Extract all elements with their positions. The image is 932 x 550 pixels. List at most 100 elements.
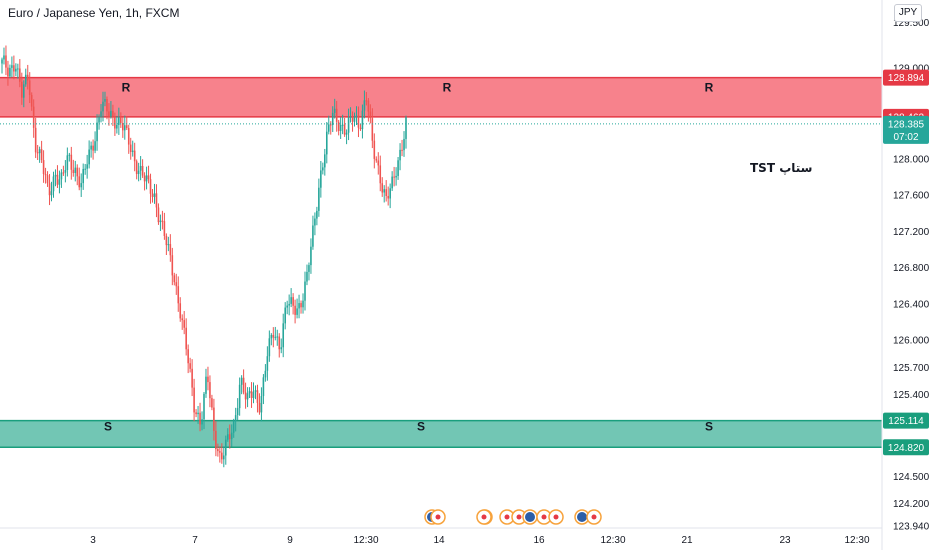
candle-up bbox=[58, 179, 61, 185]
support-label: S bbox=[705, 420, 713, 434]
candle-up bbox=[159, 220, 162, 223]
candle-up bbox=[264, 370, 267, 378]
candle-down bbox=[185, 327, 187, 350]
candle-up bbox=[54, 174, 57, 177]
candle-down bbox=[30, 94, 33, 107]
candle-down bbox=[215, 430, 217, 450]
price-tick-label: 125.400 bbox=[893, 390, 930, 401]
candle-down bbox=[401, 149, 403, 151]
event-icon[interactable] bbox=[548, 509, 564, 525]
event-icon[interactable] bbox=[476, 509, 492, 525]
price-tick-label: 126.400 bbox=[893, 299, 930, 310]
candle-down bbox=[32, 106, 35, 128]
chart-title: Euro / Japanese Yen, 1h, FXCM bbox=[8, 6, 180, 20]
candle-up bbox=[246, 393, 249, 400]
time-tick-label: 23 bbox=[779, 535, 791, 546]
event-icon[interactable] bbox=[574, 509, 590, 525]
event-dot-icon bbox=[504, 514, 510, 520]
candle-down bbox=[163, 221, 166, 236]
resistance-zone bbox=[0, 77, 882, 117]
candle-up bbox=[110, 110, 112, 117]
candle-down bbox=[28, 80, 31, 95]
price-axis: 129.500 129.000 128.000 127.600 127.200 126.8… bbox=[893, 18, 930, 532]
last-price-label: 128.385 bbox=[888, 119, 925, 130]
candle-up bbox=[395, 175, 397, 178]
overlay-layer: ستاپ TST bbox=[0, 123, 882, 175]
zones-layer: R R R S S S bbox=[0, 76, 882, 449]
candle-up bbox=[234, 415, 237, 422]
candle-down bbox=[173, 275, 176, 283]
candle-up bbox=[100, 111, 102, 117]
candle-down bbox=[357, 115, 360, 128]
time-tick-label: 7 bbox=[192, 535, 198, 546]
candle-down bbox=[7, 67, 9, 77]
currency-button[interactable]: JPY bbox=[894, 4, 922, 22]
candle-up bbox=[131, 150, 134, 152]
candle-up bbox=[86, 164, 88, 169]
price-axis-panel[interactable] bbox=[882, 0, 932, 550]
candle-up bbox=[355, 115, 358, 118]
candle-up bbox=[254, 390, 257, 392]
time-tick-label: 9 bbox=[287, 535, 293, 546]
candle-down bbox=[375, 158, 378, 161]
candle-up bbox=[98, 116, 100, 123]
candle-down bbox=[13, 65, 15, 72]
event-icon[interactable] bbox=[430, 509, 446, 525]
candle-down bbox=[72, 169, 75, 174]
candle-up bbox=[280, 347, 283, 350]
candle-down bbox=[19, 68, 21, 82]
price-tick-label: 124.200 bbox=[893, 499, 930, 510]
candle-up bbox=[82, 168, 84, 184]
event-icon[interactable] bbox=[499, 509, 515, 525]
candle-up bbox=[302, 300, 304, 308]
candle-down bbox=[335, 108, 338, 122]
price-tick-label: 124.500 bbox=[893, 472, 930, 483]
event-dot-icon bbox=[435, 514, 441, 520]
event-icon[interactable] bbox=[586, 509, 602, 525]
candle-down bbox=[207, 376, 209, 383]
candle-up bbox=[66, 155, 69, 170]
candle-down bbox=[300, 303, 302, 308]
bar-countdown-label: 07:02 bbox=[893, 132, 918, 143]
candle-down bbox=[92, 145, 94, 151]
candle-up bbox=[397, 160, 399, 176]
candle-down bbox=[199, 412, 201, 425]
candle-down bbox=[179, 303, 182, 319]
candle-down bbox=[381, 183, 384, 193]
candle-down bbox=[62, 172, 65, 174]
candle-down bbox=[337, 121, 340, 132]
candle-up bbox=[347, 117, 350, 133]
support-label: S bbox=[417, 420, 425, 434]
candle-down bbox=[127, 128, 130, 145]
candle-down bbox=[175, 282, 178, 287]
candle-up bbox=[240, 377, 243, 385]
candle-down bbox=[371, 118, 374, 141]
candle-up bbox=[11, 65, 13, 68]
candle-down bbox=[122, 123, 124, 131]
candle-up bbox=[284, 307, 286, 324]
last-price-badge bbox=[883, 115, 929, 144]
candle-down bbox=[44, 173, 47, 176]
candle-up bbox=[310, 246, 312, 266]
candle-up bbox=[80, 183, 83, 188]
candle-down bbox=[242, 377, 245, 393]
candle-down bbox=[294, 305, 296, 315]
candle-down bbox=[351, 116, 354, 122]
time-axis[interactable]: 3 7 9 12:30 14 16 12:30 21 23 12:30 bbox=[90, 535, 870, 546]
time-tick-label: 12:30 bbox=[353, 535, 378, 546]
event-icon[interactable] bbox=[522, 509, 538, 525]
candle-up bbox=[331, 112, 334, 125]
candle-up bbox=[15, 68, 17, 72]
candle-up bbox=[276, 336, 279, 338]
candle-down bbox=[114, 116, 116, 129]
candle-down bbox=[187, 349, 189, 364]
candle-up bbox=[248, 391, 251, 394]
eu-flag-icon bbox=[577, 512, 587, 522]
price-badge-resistance-top bbox=[883, 69, 929, 86]
time-tick-label: 12:30 bbox=[844, 535, 869, 546]
resistance-label: R bbox=[122, 81, 131, 95]
candle-up bbox=[60, 172, 63, 180]
candle-down bbox=[373, 140, 376, 159]
